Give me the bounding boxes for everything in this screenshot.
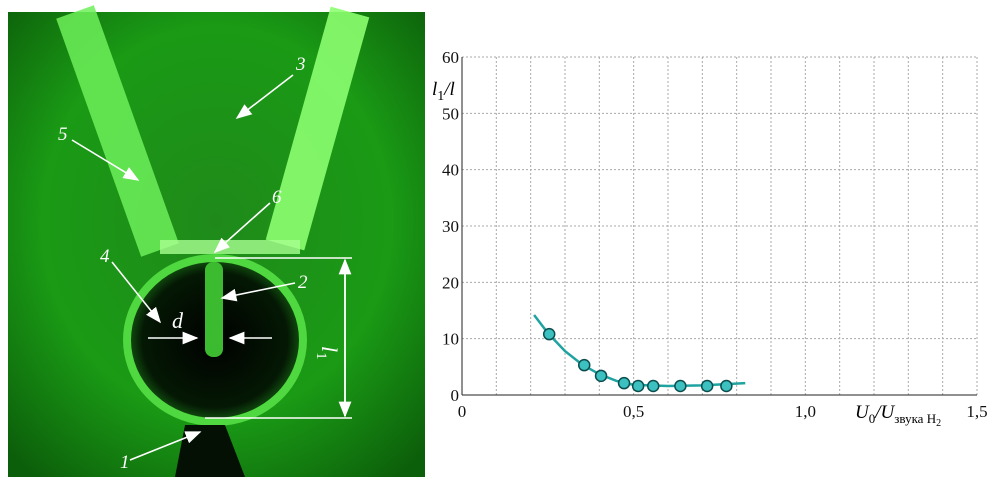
x-tick-label: 0 <box>458 402 467 421</box>
photo-label: 1 <box>120 452 130 473</box>
stem <box>205 262 223 357</box>
x-tick-label: 0,5 <box>623 402 644 421</box>
y-tick-label: 50 <box>442 104 459 123</box>
data-point <box>579 360 590 371</box>
chart: l1/l U0/Uзвука H2 0 0,5 1,0 1,5 0 10 20 30 40 50 6… <box>432 48 988 429</box>
photo-label: 3 <box>295 54 306 75</box>
data-point <box>675 380 686 391</box>
y-tick-label: 20 <box>442 273 459 292</box>
y-tick-label: 10 <box>442 330 459 349</box>
data-point <box>721 380 732 391</box>
photo-label: 2 <box>298 272 308 293</box>
data-point <box>619 378 630 389</box>
x-label-subsub: 2 <box>936 418 941 429</box>
x-label-sub2: звука H <box>894 411 936 426</box>
x-axis-label: U0/Uзвука H2 <box>855 402 941 429</box>
photo-label: 6 <box>272 187 282 208</box>
y-tick-label: 30 <box>442 217 459 236</box>
y-label-rest: /l <box>443 79 455 100</box>
photo-label: 5 <box>58 124 68 145</box>
y-axis-label: l1/l <box>432 79 455 104</box>
y-tick-label: 40 <box>442 161 459 180</box>
dimension-sub: 1 <box>313 352 329 360</box>
x-tick-label: 1,5 <box>966 402 987 421</box>
data-point <box>544 329 555 340</box>
y-tick-label: 0 <box>451 386 460 405</box>
x-tick-label: 1,0 <box>795 402 816 421</box>
photo-label: 4 <box>100 246 110 267</box>
y-label-sub: 1 <box>437 89 444 104</box>
data-point <box>648 380 659 391</box>
figure: 1 2 3 4 5 6 d l1 l1/l U0/Uзвука H2 0 0,5 1… <box>0 0 994 477</box>
data-point <box>633 380 644 391</box>
y-tick-label: 60 <box>442 48 459 67</box>
x-label-mid: /U <box>874 402 895 423</box>
data-point <box>596 370 607 381</box>
fit-curve <box>534 315 745 386</box>
data-point <box>702 380 713 391</box>
photo-label: d <box>172 308 184 333</box>
photo: 1 2 3 4 5 6 d l1 <box>8 12 425 477</box>
edge <box>160 240 300 254</box>
